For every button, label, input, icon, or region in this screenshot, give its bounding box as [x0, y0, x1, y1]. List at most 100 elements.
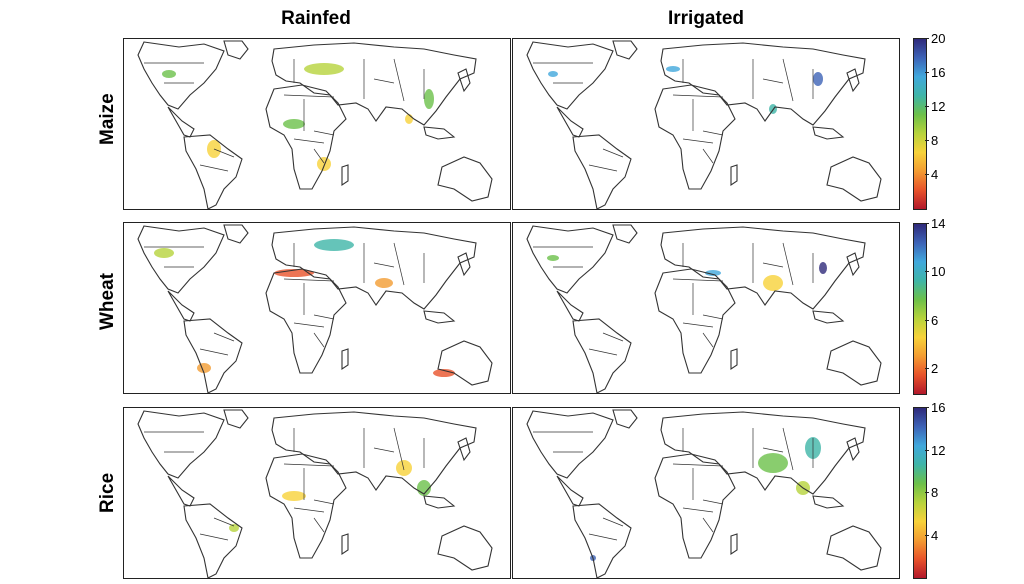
map-panel-maize-irrigated: [512, 38, 900, 210]
country-border: [313, 499, 335, 505]
colorbar-rice: [913, 407, 927, 579]
crop-region: [154, 248, 174, 258]
column-title-rainfed: Rainfed: [281, 8, 351, 29]
crop-region: [304, 63, 344, 75]
country-border: [602, 148, 624, 158]
land-outline: [526, 41, 614, 110]
country-border: [213, 148, 235, 158]
land-outline: [341, 164, 349, 187]
country-border: [373, 262, 395, 268]
land-outline: [812, 126, 845, 140]
land-outline: [223, 40, 249, 60]
country-border: [293, 507, 325, 513]
land-outline: [612, 409, 638, 429]
country-border: [602, 517, 624, 527]
land-outline: [437, 340, 493, 386]
map-panel-rice-irrigated: [512, 407, 900, 579]
land-outline: [341, 533, 349, 556]
country-border: [199, 533, 229, 541]
land-outline: [572, 318, 632, 393]
land-outline: [730, 348, 738, 371]
crop-region: [705, 270, 721, 276]
country-border: [293, 322, 325, 328]
world-map: [526, 409, 882, 578]
country-border: [672, 463, 724, 467]
country-border: [588, 533, 618, 541]
land-outline: [612, 224, 638, 244]
land-outline: [730, 533, 738, 556]
country-border: [702, 130, 724, 136]
country-border: [702, 314, 724, 320]
colorbar-tick: 2: [924, 361, 939, 376]
world-map: [137, 40, 493, 209]
land-outline: [826, 525, 882, 571]
crop-region: [283, 119, 305, 129]
land-outline: [341, 348, 349, 371]
colorbar-tick: 8: [924, 485, 939, 500]
colorbar-tick: 6: [924, 313, 939, 328]
colorbar-tick: 8: [924, 133, 939, 148]
land-outline: [183, 318, 243, 393]
crop-region: [547, 255, 559, 261]
land-outline: [167, 290, 195, 322]
colorbar-tick: 12: [924, 99, 946, 114]
land-outline: [183, 503, 243, 578]
country-border: [313, 314, 335, 320]
land-outline: [826, 340, 882, 386]
map-panel-maize-rainfed: [123, 38, 511, 210]
country-border: [393, 58, 405, 102]
land-outline: [612, 40, 638, 60]
land-outline: [423, 126, 456, 140]
colorbar-tick: 12: [924, 443, 946, 458]
land-outline: [457, 437, 471, 462]
country-border: [283, 463, 335, 467]
land-outline: [271, 42, 477, 126]
crop-region: [317, 157, 331, 171]
land-outline: [137, 410, 225, 479]
land-outline: [526, 225, 614, 294]
country-border: [702, 332, 714, 348]
country-border: [762, 78, 784, 84]
land-outline: [271, 411, 477, 495]
colorbar-tick: 4: [924, 167, 939, 182]
crop-region: [282, 491, 306, 501]
country-border: [762, 447, 784, 453]
crop-region: [433, 369, 455, 377]
colorbar-tick: 14: [924, 216, 946, 231]
country-border: [313, 148, 325, 164]
land-outline: [457, 252, 471, 277]
crop-region: [813, 72, 823, 86]
crop-region: [819, 262, 827, 274]
country-border: [682, 322, 714, 328]
row-title-rice: Rice: [97, 472, 118, 513]
colorbar-wheat: [913, 223, 927, 395]
land-outline: [812, 310, 845, 324]
country-border: [588, 348, 618, 356]
colorbar-maize: [913, 38, 927, 210]
land-outline: [457, 68, 471, 93]
country-border: [213, 332, 235, 342]
land-outline: [660, 226, 866, 310]
row-title-maize: Maize: [97, 93, 118, 145]
country-border: [313, 130, 335, 136]
country-border: [199, 348, 229, 356]
country-border: [602, 332, 624, 342]
country-border: [762, 262, 784, 268]
crop-region: [229, 524, 239, 532]
country-border: [213, 517, 235, 527]
colorbar-tick: 4: [924, 528, 939, 543]
land-outline: [812, 495, 845, 509]
land-outline: [730, 164, 738, 187]
crop-region: [274, 269, 314, 277]
land-outline: [137, 41, 225, 110]
land-outline: [526, 410, 614, 479]
land-outline: [271, 226, 477, 310]
country-border: [702, 148, 714, 164]
country-border: [682, 138, 714, 144]
country-border: [283, 94, 335, 98]
country-border: [782, 427, 794, 471]
land-outline: [167, 106, 195, 138]
country-border: [702, 517, 714, 533]
country-border: [199, 164, 229, 172]
colorbar-tick: 10: [924, 264, 946, 279]
